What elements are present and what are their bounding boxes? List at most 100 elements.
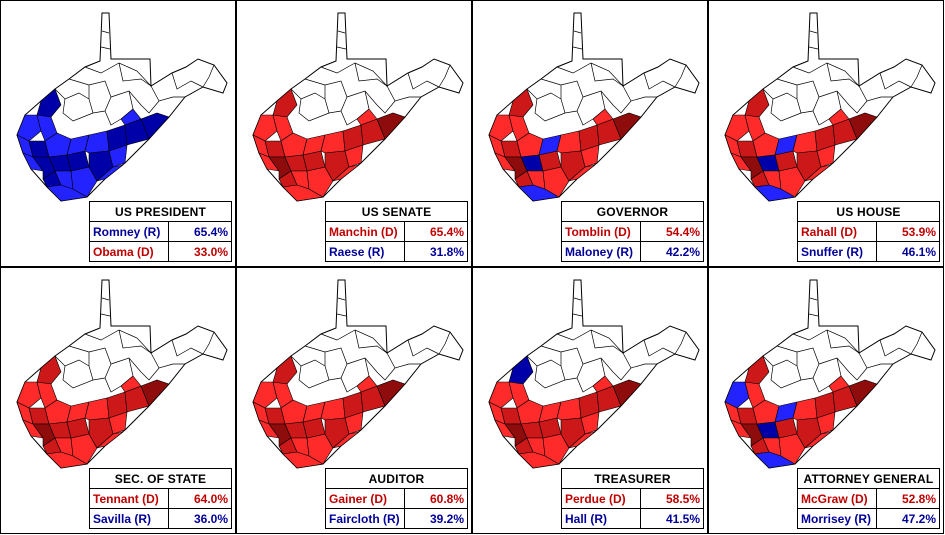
county-borders-north (526, 297, 687, 393)
county-borders-north (762, 297, 923, 393)
county-region (816, 144, 836, 168)
candidate-name: Perdue (D) (561, 488, 641, 509)
county-fills (724, 355, 878, 469)
candidate-pct: 60.8% (404, 488, 468, 509)
candidate-pct: 46.1% (876, 241, 940, 262)
candidate-pct: 42.2% (640, 241, 704, 262)
county-map (724, 279, 936, 469)
race-title: TREASURER (561, 468, 704, 489)
candidate-pct: 64.0% (168, 488, 232, 509)
candidate-name: Snuffer (R) (797, 241, 877, 262)
county-region (580, 411, 600, 435)
county-region (96, 431, 124, 449)
county-fills (488, 355, 642, 469)
county-fills (488, 88, 642, 202)
race-panel-auditor: AUDITOR Gainer (D) 60.8% Faircloth (R) 3… (236, 267, 472, 534)
county-region (120, 108, 142, 126)
candidate-pct: 33.0% (168, 241, 232, 262)
candidate-name: Tomblin (D) (561, 221, 641, 242)
candidate-name: Hall (R) (561, 508, 641, 529)
county-map (16, 12, 228, 202)
county-region (580, 144, 600, 168)
county-region (488, 381, 514, 409)
candidate-pct: 41.5% (640, 508, 704, 529)
county-region (488, 114, 514, 142)
candidate-pct: 65.4% (404, 221, 468, 242)
county-region (272, 355, 298, 385)
results-table: SEC. OF STATE Tennant (D) 64.0% Savilla … (89, 468, 232, 529)
results-table: GOVERNOR Tomblin (D) 54.4% Maloney (R) 4… (561, 201, 704, 262)
county-fills (252, 355, 406, 469)
county-region (592, 108, 614, 126)
candidate-name: Faircloth (R) (325, 508, 405, 529)
candidate-name: Raese (R) (325, 241, 405, 262)
candidate-name: Tennant (D) (89, 488, 169, 509)
candidate-row: Morrisey (R) 47.2% (797, 508, 940, 529)
county-region (744, 355, 770, 385)
county-region (754, 184, 796, 202)
race-panel-us-president: US PRESIDENT Romney (R) 65.4% Obama (D) … (0, 0, 236, 267)
county-region (804, 164, 832, 182)
candidate-name: McGraw (D) (797, 488, 877, 509)
county-fills (16, 88, 170, 202)
candidate-pct: 53.9% (876, 221, 940, 242)
candidate-name: Savilla (R) (89, 508, 169, 529)
county-region (754, 451, 796, 469)
county-region (724, 114, 750, 142)
county-region (120, 375, 142, 393)
candidate-row: Perdue (D) 58.5% (561, 488, 704, 509)
candidate-row: Romney (R) 65.4% (89, 221, 232, 242)
candidate-name: Rahall (D) (797, 221, 877, 242)
county-region (612, 379, 642, 407)
candidate-name: Manchin (D) (325, 221, 405, 242)
race-title: SEC. OF STATE (89, 468, 232, 489)
county-map (488, 279, 700, 469)
county-region (282, 184, 324, 202)
candidate-pct: 39.2% (404, 508, 468, 529)
county-region (344, 144, 364, 168)
race-title: ATTORNEY GENERAL (797, 468, 940, 489)
candidate-name: Gainer (D) (325, 488, 405, 509)
candidate-row: Snuffer (R) 46.1% (797, 241, 940, 262)
race-panel-governor: GOVERNOR Tomblin (D) 54.4% Maloney (R) 4… (472, 0, 708, 267)
candidate-row: Savilla (R) 36.0% (89, 508, 232, 529)
county-region (140, 112, 170, 140)
candidate-pct: 31.8% (404, 241, 468, 262)
candidate-name: Obama (D) (89, 241, 169, 262)
race-panel-us-senate: US SENATE Manchin (D) 65.4% Raese (R) 31… (236, 0, 472, 267)
candidate-pct: 65.4% (168, 221, 232, 242)
county-region (376, 379, 406, 407)
candidate-row: Maloney (R) 42.2% (561, 241, 704, 262)
county-map (16, 279, 228, 469)
county-region (376, 112, 406, 140)
county-region (612, 112, 642, 140)
county-fills (252, 88, 406, 202)
candidate-pct: 54.4% (640, 221, 704, 242)
candidate-row: Hall (R) 41.5% (561, 508, 704, 529)
county-region (140, 379, 170, 407)
county-borders-north (54, 297, 215, 393)
candidate-row: Tomblin (D) 54.4% (561, 221, 704, 242)
race-panel-treasurer: TREASURER Perdue (D) 58.5% Hall (R) 41.5… (472, 267, 708, 534)
county-region (828, 108, 850, 126)
county-region (508, 88, 534, 118)
county-region (36, 355, 62, 385)
candidate-row: Tennant (D) 64.0% (89, 488, 232, 509)
county-region (508, 355, 534, 385)
county-map (252, 12, 464, 202)
county-region (518, 184, 560, 202)
results-table: US SENATE Manchin (D) 65.4% Raese (R) 31… (325, 201, 468, 262)
county-region (96, 164, 124, 182)
county-region (272, 88, 298, 118)
county-map (252, 279, 464, 469)
candidate-pct: 47.2% (876, 508, 940, 529)
county-region (356, 108, 378, 126)
results-table: AUDITOR Gainer (D) 60.8% Faircloth (R) 3… (325, 468, 468, 529)
county-region (744, 88, 770, 118)
county-region (108, 411, 128, 435)
county-fills (724, 88, 878, 202)
candidate-row: Rahall (D) 53.9% (797, 221, 940, 242)
county-region (16, 114, 42, 142)
candidate-row: Obama (D) 33.0% (89, 241, 232, 262)
results-table: US HOUSE Rahall (D) 53.9% Snuffer (R) 46… (797, 201, 940, 262)
